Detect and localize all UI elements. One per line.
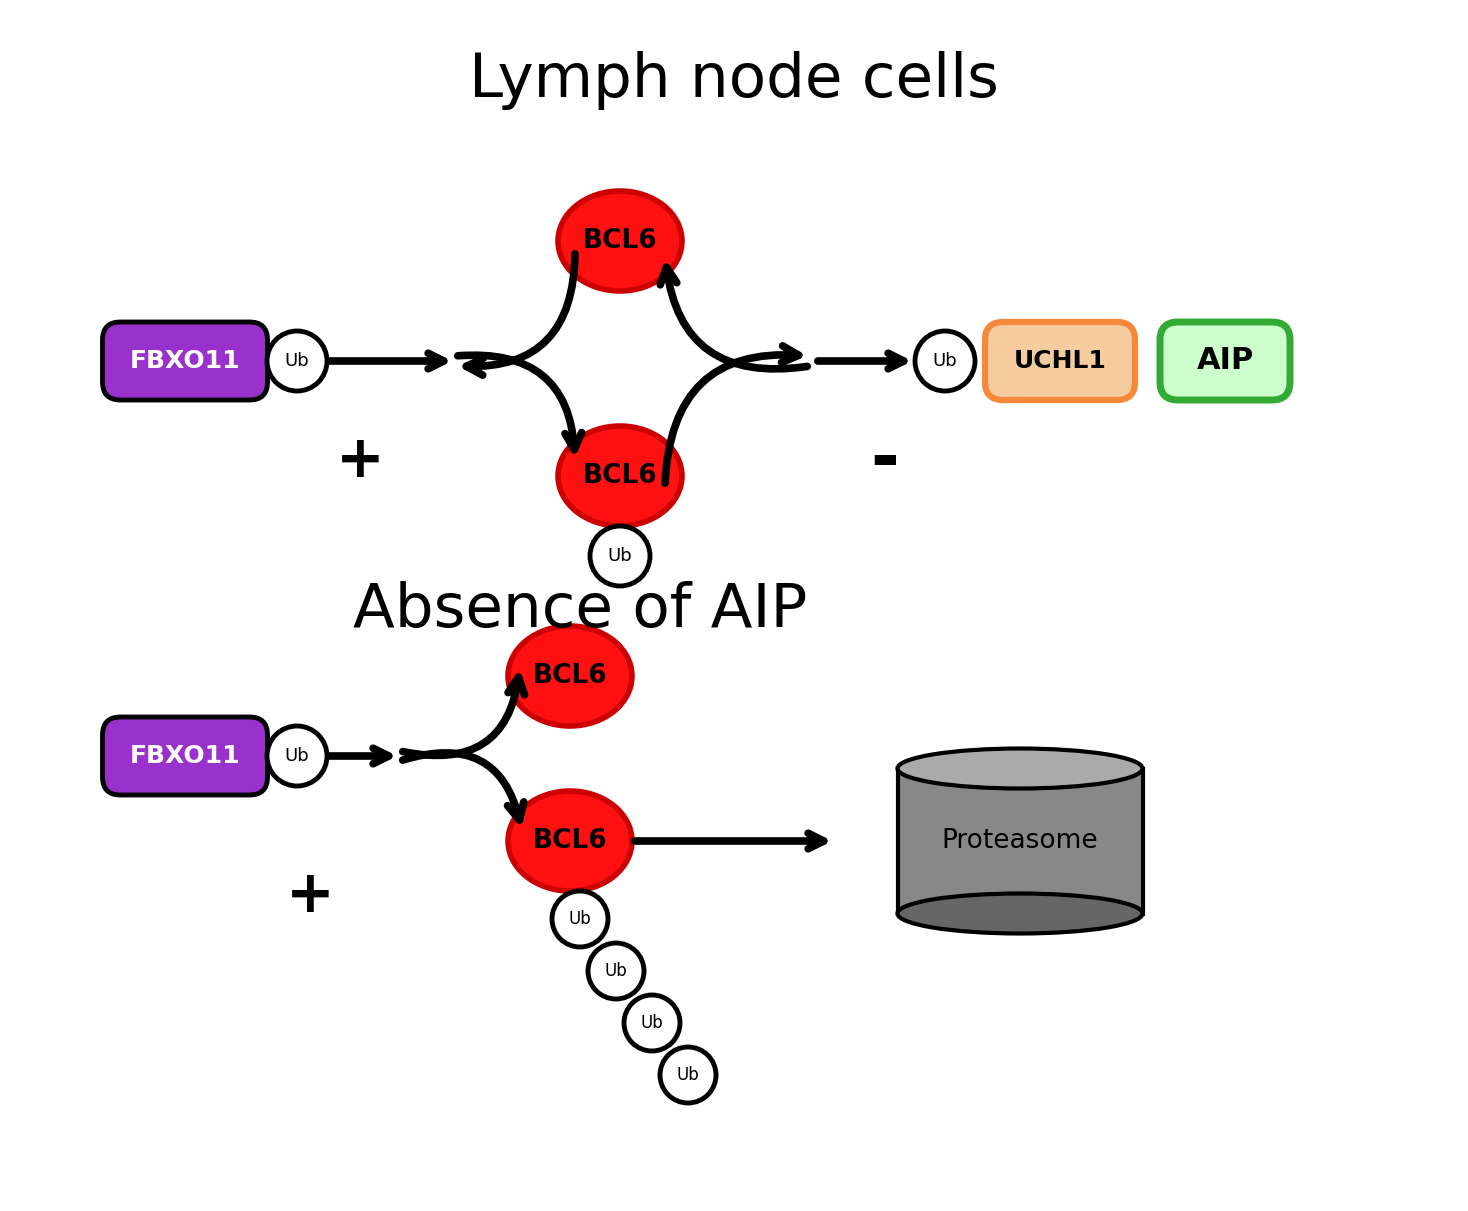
Text: Ub: Ub	[677, 1066, 699, 1084]
Ellipse shape	[897, 748, 1142, 788]
Circle shape	[589, 943, 644, 999]
Text: +: +	[286, 867, 335, 924]
Ellipse shape	[558, 426, 683, 526]
Ellipse shape	[508, 626, 633, 727]
Text: Lymph node cells: Lymph node cells	[470, 52, 998, 110]
Text: BCL6: BCL6	[583, 463, 658, 489]
Text: Ub: Ub	[932, 352, 957, 371]
Text: -: -	[871, 427, 900, 494]
Text: Ub: Ub	[285, 747, 310, 765]
Text: Proteasome: Proteasome	[941, 828, 1098, 854]
Text: Ub: Ub	[568, 909, 592, 928]
Ellipse shape	[897, 894, 1142, 934]
Text: BCL6: BCL6	[533, 662, 608, 689]
FancyBboxPatch shape	[1160, 322, 1290, 400]
Text: Absence of AIP: Absence of AIP	[352, 581, 807, 641]
Text: FBXO11: FBXO11	[129, 744, 241, 768]
Text: AIP: AIP	[1196, 346, 1254, 375]
Text: FBXO11: FBXO11	[129, 349, 241, 373]
FancyBboxPatch shape	[985, 322, 1135, 400]
FancyBboxPatch shape	[103, 322, 267, 400]
Circle shape	[552, 891, 608, 947]
Text: +: +	[336, 432, 385, 489]
Circle shape	[915, 331, 975, 391]
FancyBboxPatch shape	[103, 717, 267, 794]
Text: Ub: Ub	[605, 962, 627, 980]
Circle shape	[267, 727, 327, 786]
Text: Ub: Ub	[285, 352, 310, 371]
Ellipse shape	[558, 191, 683, 291]
Text: BCL6: BCL6	[583, 228, 658, 254]
Circle shape	[661, 1048, 716, 1103]
Circle shape	[590, 526, 650, 586]
Bar	[897, 769, 1142, 913]
Text: UCHL1: UCHL1	[1013, 349, 1107, 373]
Text: Ub: Ub	[640, 1014, 664, 1032]
Ellipse shape	[508, 791, 633, 891]
Text: Ub: Ub	[608, 547, 633, 566]
Text: BCL6: BCL6	[533, 828, 608, 854]
Circle shape	[624, 995, 680, 1051]
Circle shape	[267, 331, 327, 391]
